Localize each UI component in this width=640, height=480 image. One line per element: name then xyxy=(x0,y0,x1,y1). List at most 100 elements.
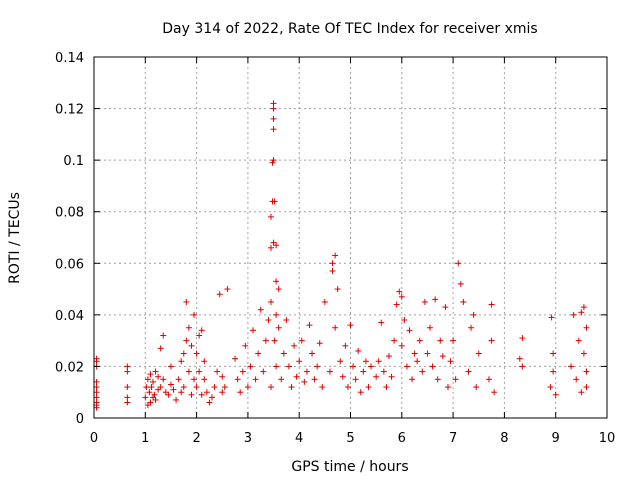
data-point xyxy=(211,384,218,391)
data-point xyxy=(170,386,177,393)
data-point xyxy=(157,384,164,391)
data-point xyxy=(455,260,462,267)
data-point xyxy=(147,371,154,378)
data-point xyxy=(548,314,555,321)
data-point xyxy=(267,244,274,251)
data-point xyxy=(339,373,346,380)
data-point xyxy=(201,376,208,383)
data-point xyxy=(306,322,313,329)
data-point xyxy=(188,391,195,398)
data-point xyxy=(93,355,100,362)
data-point xyxy=(373,373,380,380)
data-point xyxy=(337,358,344,365)
data-point xyxy=(519,363,526,370)
data-point xyxy=(247,363,254,370)
x-tick-label: 1 xyxy=(141,431,149,446)
y-tick-label: 0 xyxy=(76,412,84,427)
data-point xyxy=(152,396,159,403)
data-point xyxy=(265,317,272,324)
data-point xyxy=(271,337,278,344)
x-tick-label: 2 xyxy=(192,431,200,446)
data-point xyxy=(180,350,187,357)
data-point xyxy=(270,239,277,246)
data-point xyxy=(216,291,223,298)
data-point xyxy=(124,399,131,406)
data-point xyxy=(275,286,282,293)
data-point xyxy=(383,384,390,391)
data-point xyxy=(278,376,285,383)
data-point xyxy=(375,358,382,365)
data-point xyxy=(270,157,277,164)
data-point xyxy=(146,389,153,396)
data-point xyxy=(155,373,162,380)
data-point xyxy=(570,311,577,318)
x-tick-labels: 0 1 2 3 4 5 6 7 8 9 10 xyxy=(90,431,615,446)
data-point xyxy=(429,363,436,370)
data-point xyxy=(267,384,274,391)
data-point xyxy=(452,376,459,383)
data-point xyxy=(568,363,575,370)
data-point xyxy=(414,358,421,365)
data-point xyxy=(191,376,198,383)
data-point xyxy=(393,301,400,308)
data-point xyxy=(175,376,182,383)
data-point xyxy=(198,327,205,334)
data-point xyxy=(193,384,200,391)
data-point xyxy=(468,324,475,331)
data-point xyxy=(180,384,187,391)
data-point xyxy=(143,384,150,391)
data-point xyxy=(314,363,321,370)
x-tick-label: 0 xyxy=(90,431,98,446)
data-point xyxy=(178,389,185,396)
data-point xyxy=(411,350,418,357)
data-point xyxy=(342,342,349,349)
data-point xyxy=(144,402,151,409)
data-point xyxy=(148,384,155,391)
data-point xyxy=(271,198,278,205)
data-point xyxy=(151,391,158,398)
data-point xyxy=(329,268,336,275)
data-point xyxy=(398,342,405,349)
data-point xyxy=(283,317,290,324)
data-point xyxy=(255,350,262,357)
data-point xyxy=(149,378,156,385)
data-point xyxy=(583,368,590,375)
data-point xyxy=(437,337,444,344)
data-point xyxy=(185,368,192,375)
data-point xyxy=(234,376,241,383)
data-point xyxy=(183,337,190,344)
data-point xyxy=(152,368,159,375)
data-point xyxy=(486,376,493,383)
data-point xyxy=(457,280,464,287)
data-point xyxy=(260,368,267,375)
data-point xyxy=(416,337,423,344)
data-point xyxy=(309,350,316,357)
data-point xyxy=(124,384,131,391)
data-point xyxy=(578,389,585,396)
data-point xyxy=(214,368,221,375)
data-point xyxy=(301,378,308,385)
data-point xyxy=(224,286,231,293)
data-point xyxy=(432,296,439,303)
data-point xyxy=(580,304,587,311)
data-point xyxy=(583,324,590,331)
data-point xyxy=(434,376,441,383)
data-point xyxy=(270,100,277,107)
x-axis-label: GPS time / hours xyxy=(291,459,408,475)
data-point xyxy=(450,337,457,344)
data-point xyxy=(378,319,385,326)
data-point xyxy=(347,322,354,329)
data-point xyxy=(460,298,467,305)
grid xyxy=(94,57,607,418)
data-point xyxy=(188,342,195,349)
data-point xyxy=(93,394,100,401)
data-point xyxy=(244,384,251,391)
data-point xyxy=(334,286,341,293)
data-point xyxy=(491,389,498,396)
data-point xyxy=(362,358,369,365)
data-point xyxy=(311,376,318,383)
data-point xyxy=(409,376,416,383)
data-point xyxy=(398,293,405,300)
data-point xyxy=(293,373,300,380)
